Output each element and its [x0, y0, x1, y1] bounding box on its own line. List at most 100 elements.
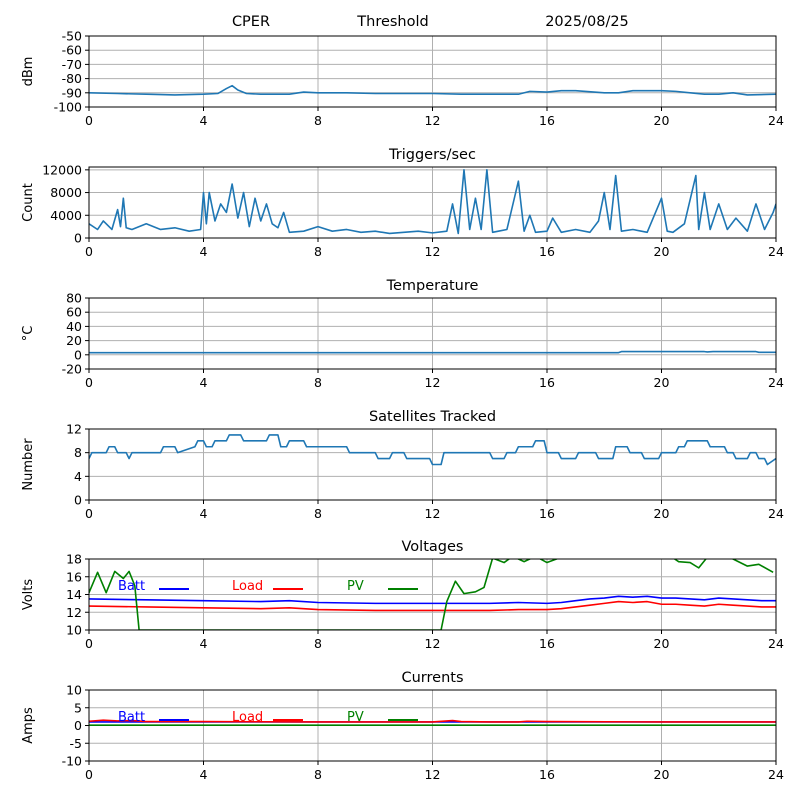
- y-tick-label: 0: [74, 718, 82, 733]
- legend-label-load: Load: [232, 579, 263, 594]
- y-tick-label: 60: [66, 305, 82, 320]
- x-tick-label: 16: [539, 636, 555, 651]
- chart-title: Satellites Tracked: [369, 409, 496, 425]
- y-axis-label: dBm: [21, 57, 36, 87]
- y-tick-label: 40: [66, 319, 82, 334]
- x-tick-label: 16: [539, 767, 555, 782]
- y-tick-label: -5: [70, 736, 82, 751]
- x-tick-label: 4: [200, 636, 208, 651]
- x-tick-label: 12: [425, 767, 441, 782]
- y-tick-label: 18: [66, 552, 82, 567]
- y-tick-label: 8000: [50, 185, 82, 200]
- series-line-currents-load: [89, 719, 776, 723]
- series-line-temperature-0: [89, 350, 776, 354]
- y-tick-label: 10: [66, 683, 82, 698]
- chart-title: Voltages: [402, 539, 464, 555]
- x-tick-label: 16: [539, 244, 555, 259]
- y-tick-label: 5: [74, 700, 82, 715]
- x-tick-label: 12: [425, 244, 441, 259]
- x-tick-label: 16: [539, 375, 555, 390]
- header-mode: Threshold: [356, 14, 428, 30]
- chart-panel-signal: 0 4 8 12 16 20 24 -100-90-80-70-60-50 dBm: [21, 29, 784, 129]
- legend-label-pv: PV: [347, 710, 364, 725]
- y-tick-label: -50: [62, 29, 82, 44]
- x-tick-label: 20: [654, 375, 670, 390]
- x-tick-label: 4: [200, 113, 208, 128]
- x-tick-label: 20: [654, 767, 670, 782]
- x-tick-label: 0: [85, 244, 93, 259]
- y-axis-label: Amps: [21, 707, 36, 744]
- x-tick-label: 24: [768, 506, 784, 521]
- chart-panel-voltages: 0 4 8 12 16 20 24 10 12 14 16 18 Voltages Volts Batt Lo…: [21, 539, 784, 651]
- x-tick-label: 8: [314, 244, 322, 259]
- header-site: CPER: [232, 14, 270, 30]
- x-tick-label: 4: [200, 767, 208, 782]
- y-tick-label: 16: [66, 569, 82, 584]
- chart-title: Currents: [401, 670, 463, 686]
- x-tick-label: 24: [768, 244, 784, 259]
- y-tick-label: -90: [62, 85, 82, 100]
- x-tick-label: 0: [85, 767, 93, 782]
- y-tick-label: 0: [74, 347, 82, 362]
- y-tick-label: 10: [66, 623, 82, 638]
- legend-label-load: Load: [232, 710, 263, 725]
- x-tick-label: 0: [85, 506, 93, 521]
- y-tick-label: 0: [74, 231, 82, 246]
- x-tick-label: 16: [539, 506, 555, 521]
- y-tick-label: 4000: [50, 208, 82, 223]
- x-tick-label: 8: [314, 636, 322, 651]
- y-tick-label: -20: [62, 362, 82, 377]
- legend-label-batt: Batt: [118, 579, 145, 594]
- x-tick-label: 20: [654, 506, 670, 521]
- series-line-satellites-0: [89, 434, 776, 466]
- y-tick-label: 20: [66, 333, 82, 348]
- y-axis-label: °C: [21, 326, 36, 342]
- x-tick-label: 12: [425, 375, 441, 390]
- x-tick-label: 12: [425, 506, 441, 521]
- y-tick-label: -70: [62, 57, 82, 72]
- header-date: 2025/08/25: [545, 14, 629, 30]
- y-tick-label: 14: [66, 587, 82, 602]
- legend-label-pv: PV: [347, 579, 364, 594]
- x-tick-label: 4: [200, 244, 208, 259]
- y-axis-label: Count: [21, 183, 36, 222]
- series-line-voltages-pv: [89, 559, 774, 630]
- series-line-voltages-batt: [89, 595, 776, 605]
- x-tick-label: 24: [768, 113, 784, 128]
- series-line-voltages-load: [89, 600, 776, 612]
- x-tick-label: 0: [85, 113, 93, 128]
- y-axis-label: Volts: [21, 579, 36, 611]
- x-tick-label: 4: [200, 375, 208, 390]
- chart-panel-currents: 0 4 8 12 16 20 24 -10 -5 0 5 10 Currents Amps Batt Load…: [21, 670, 784, 782]
- y-tick-label: 12: [66, 422, 82, 437]
- x-tick-label: 24: [768, 636, 784, 651]
- x-tick-label: 8: [314, 767, 322, 782]
- x-tick-label: 12: [425, 636, 441, 651]
- chart-panel-satellites: 0 4 8 12 16 20 24 0 4 8 12 Satellites Tracked Number: [21, 409, 784, 521]
- chart-title: Temperature: [386, 278, 479, 294]
- y-tick-label: 12000: [42, 162, 82, 177]
- x-tick-label: 8: [314, 113, 322, 128]
- chart-title: Triggers/sec: [388, 147, 476, 163]
- x-tick-label: 20: [654, 244, 670, 259]
- x-tick-label: 24: [768, 767, 784, 782]
- y-tick-label: 0: [74, 493, 82, 508]
- x-tick-label: 8: [314, 506, 322, 521]
- y-tick-label: 4: [74, 469, 82, 484]
- y-tick-label: 12: [66, 605, 82, 620]
- series-line-triggers-0: [89, 169, 776, 235]
- x-tick-label: 0: [85, 375, 93, 390]
- y-tick-label: -60: [62, 43, 82, 58]
- series-line-signal-0: [89, 84, 776, 96]
- chart-panel-triggers: 0 4 8 12 16 20 24 0 4000 8000 12000 Triggers/sec Cou…: [21, 147, 784, 259]
- x-tick-label: 12: [425, 113, 441, 128]
- x-tick-label: 20: [654, 113, 670, 128]
- x-tick-label: 0: [85, 636, 93, 651]
- y-tick-label: 8: [74, 445, 82, 460]
- y-tick-label: -100: [54, 100, 82, 115]
- x-tick-label: 8: [314, 375, 322, 390]
